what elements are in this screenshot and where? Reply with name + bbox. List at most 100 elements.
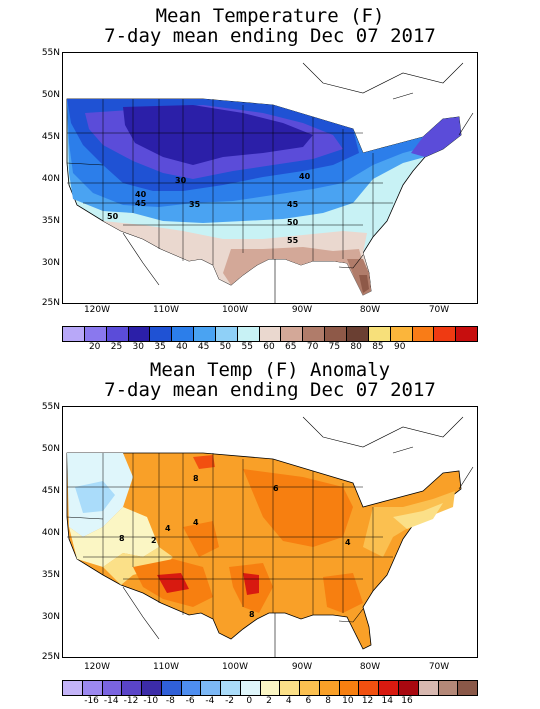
us-landmass <box>66 452 462 650</box>
colorbar-tick-label: 2 <box>266 696 272 706</box>
lat-label: 45N <box>41 486 60 496</box>
lon-label: 100W <box>221 662 249 672</box>
zone-2-4-ne <box>393 503 443 529</box>
lat-label: 55N <box>41 48 60 58</box>
lon-label: 120W <box>83 305 111 315</box>
contour-label: 40 <box>299 172 311 181</box>
colorbar-tick-label: 30 <box>132 342 144 352</box>
contour-labels: 30 40 45 35 45 50 55 40 50 <box>107 172 311 245</box>
panel1-title-line2: 7-day mean ending Dec 07 2017 <box>104 25 436 47</box>
colorbar-tick-label: -4 <box>205 696 215 706</box>
lon-label: 80W <box>359 662 381 672</box>
contour-label: 30 <box>175 176 187 185</box>
anomaly-map-svg: 8 6 4 2 4 4 8 8 <box>66 416 474 657</box>
lat-label: 35N <box>41 216 60 226</box>
lat-label: 40N <box>41 174 60 184</box>
colorbar-swatch <box>215 327 238 341</box>
colorbar-tick-label: 8 <box>325 696 331 706</box>
contour-label: 4 <box>345 538 351 547</box>
lon-label: 100W <box>221 305 249 315</box>
contour-label: 50 <box>287 218 299 227</box>
colorbar-swatch <box>102 681 123 695</box>
colorbar-swatch <box>260 681 281 695</box>
contour-label: 45 <box>287 200 299 209</box>
colorbar-tick-label: 40 <box>176 342 188 352</box>
lat-label: 55N <box>41 402 60 412</box>
colorbar-tick-label: -2 <box>225 696 235 706</box>
lat-label: 30N <box>41 258 60 268</box>
lon-label: 80W <box>359 305 381 315</box>
colorbar-tick-label: 65 <box>285 342 297 352</box>
colorbar-swatch <box>418 681 439 695</box>
contour-label: 4 <box>193 518 199 527</box>
colorbar-swatch <box>240 681 261 695</box>
colorbar-swatch <box>82 681 103 695</box>
colorbar-tick-label: 80 <box>350 342 362 352</box>
colorbar-swatch <box>63 681 83 695</box>
lon-label: 70W <box>428 305 450 315</box>
colorbar-tick-label: 16 <box>401 696 413 706</box>
lat-label: 40N <box>41 528 60 538</box>
colorbar-swatch <box>359 681 380 695</box>
colorbar-swatch <box>84 327 107 341</box>
colorbar-swatch <box>300 681 320 695</box>
colorbar-swatch <box>346 327 369 341</box>
lon-label: 120W <box>83 662 111 672</box>
colorbar-swatch <box>201 681 222 695</box>
colorbar-tick-label: 55 <box>241 342 253 352</box>
lon-label: 90W <box>291 662 313 672</box>
colorbar-tick-label: 45 <box>197 342 210 352</box>
colorbar-swatch <box>172 327 195 341</box>
temperature-map-svg: 30 40 45 35 45 50 55 40 50 <box>66 62 474 303</box>
colorbar-tick-label: 6 <box>305 696 312 706</box>
colorbar-tick-label: 90 <box>394 342 406 352</box>
colorbar-swatch <box>181 681 202 695</box>
temperature-colorbar <box>62 326 478 342</box>
colorbar-swatch <box>63 327 85 341</box>
colorbar-swatch <box>339 681 360 695</box>
colorbar-swatch <box>303 327 326 341</box>
state-boundaries <box>66 453 393 619</box>
colorbar-tick-label: 85 <box>372 342 384 352</box>
colorbar-tick-label: 25 <box>110 342 123 352</box>
contour-label: 40 <box>135 190 147 199</box>
zone-70-75 <box>359 275 369 293</box>
colorbar-swatch <box>122 681 143 695</box>
colorbar-swatch <box>379 681 400 695</box>
colorbar-swatch <box>325 327 347 341</box>
panel1-title-line1: Mean Temperature (F) <box>155 5 385 27</box>
colorbar-tick-label: 14 <box>381 696 393 706</box>
contour-label: 2 <box>151 536 157 545</box>
colorbar-tick-label: -16 <box>84 696 99 706</box>
colorbar-swatch <box>399 681 419 695</box>
coastlines <box>122 416 474 657</box>
colorbar-swatch <box>194 327 216 341</box>
colorbar-tick-label: -8 <box>165 696 175 706</box>
lat-label: 25N <box>41 652 60 662</box>
colorbar-swatch <box>280 681 301 695</box>
colorbar-swatch <box>221 681 241 695</box>
colorbar-tick-label: -14 <box>103 696 119 706</box>
colorbar-tick-label: -12 <box>123 696 139 706</box>
lat-label: 35N <box>41 570 60 580</box>
zone-6-8-central <box>183 521 219 557</box>
contour-label: 8 <box>193 474 199 483</box>
zone-60-65 <box>223 247 371 295</box>
zone-ne-cold <box>411 117 461 157</box>
colorbar-swatch <box>390 327 413 341</box>
contour-label: 8 <box>119 534 125 543</box>
colorbar-swatch <box>106 327 129 341</box>
colorbar-tick-label: 12 <box>361 696 374 706</box>
lat-label: 45N <box>41 132 60 142</box>
contour-label: 4 <box>165 524 171 533</box>
colorbar-swatch <box>142 681 162 695</box>
lon-label: 90W <box>291 305 313 315</box>
panel2-title-line1: Mean Temp (F) Anomaly <box>149 359 391 381</box>
colorbar-swatch <box>319 681 340 695</box>
zone-6-8-midwest <box>243 469 353 547</box>
contour-label: 50 <box>107 212 119 221</box>
coastlines <box>122 62 474 303</box>
panel2-title-line2: 7-day mean ending Dec 07 2017 <box>104 379 436 401</box>
colorbar-swatch <box>281 327 304 341</box>
anomaly-colorbar <box>62 680 478 696</box>
